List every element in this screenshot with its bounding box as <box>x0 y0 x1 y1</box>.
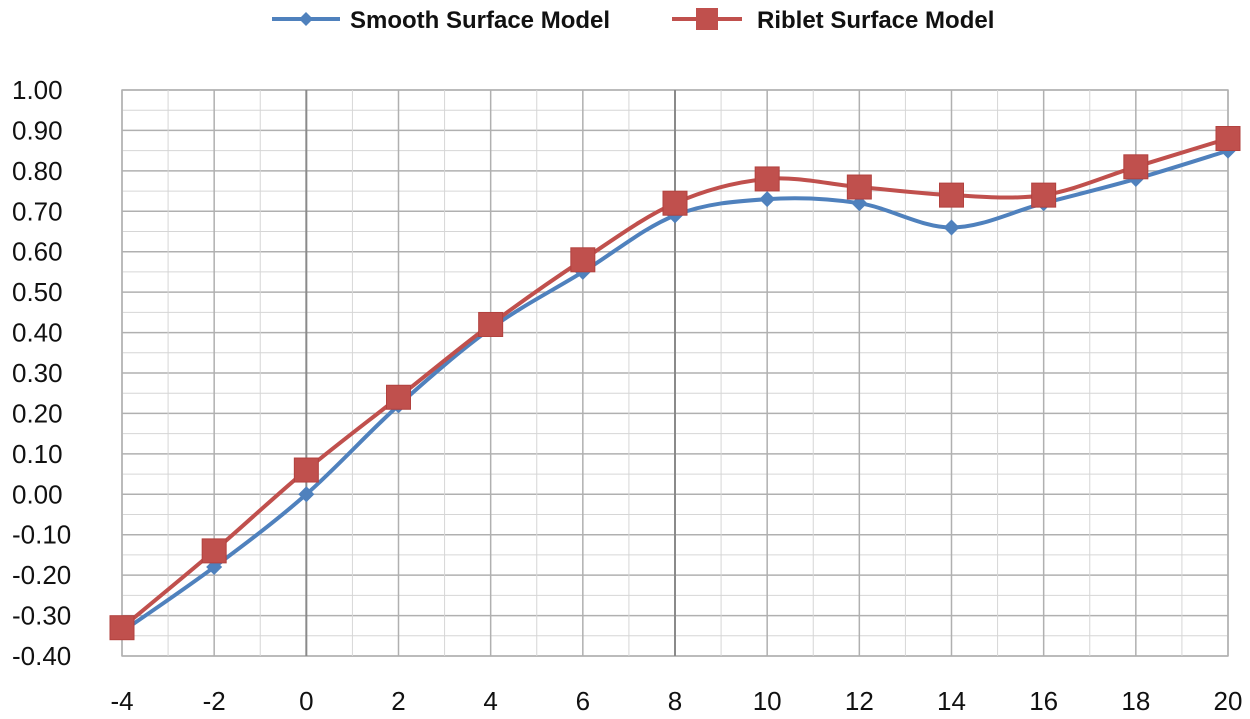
data-point-riblet <box>478 311 504 337</box>
x-tick-label: 2 <box>391 686 405 716</box>
x-tick-label: 0 <box>299 686 313 716</box>
legend-smooth-marker <box>299 12 313 26</box>
y-axis-ticks: -0.40 -0.30 -0.20 -0.10 0.00 0.10 0.20 0.30 0.40… <box>12 75 71 671</box>
x-tick-label: 20 <box>1214 686 1243 716</box>
x-tick-label: -2 <box>203 686 226 716</box>
y-tick-label: 0.60 <box>12 237 63 267</box>
data-point-smooth <box>759 191 776 208</box>
legend-riblet-label: Riblet Surface Model <box>757 7 994 34</box>
y-tick-label: 0.50 <box>12 277 63 307</box>
y-tick-label: 0.80 <box>12 156 63 186</box>
data-point-smooth <box>298 486 315 503</box>
data-point-riblet <box>109 615 135 641</box>
y-tick-label: 0.30 <box>12 358 63 388</box>
y-tick-label: -0.10 <box>12 520 71 550</box>
series-group <box>109 126 1241 641</box>
data-point-riblet <box>846 174 872 200</box>
x-tick-label: 6 <box>576 686 590 716</box>
y-tick-label: 1.00 <box>12 75 63 105</box>
x-tick-label: 8 <box>668 686 682 716</box>
data-point-riblet <box>293 457 319 483</box>
data-point-riblet <box>1215 126 1241 152</box>
x-axis-ticks: -4 -2 0 2 4 6 8 10 12 14 16 18 20 <box>110 686 1242 716</box>
data-point-riblet <box>754 166 780 192</box>
x-tick-label: 14 <box>937 686 966 716</box>
legend-item-smooth: Smooth Surface Model <box>272 7 610 34</box>
legend-item-riblet: Riblet Surface Model <box>672 7 994 34</box>
x-tick-label: 4 <box>483 686 497 716</box>
x-tick-label: -4 <box>110 686 133 716</box>
x-tick-label: 12 <box>845 686 874 716</box>
legend-riblet-marker <box>696 8 718 30</box>
grid <box>121 89 1229 657</box>
y-tick-label: -0.20 <box>12 560 71 590</box>
data-point-riblet <box>662 190 688 216</box>
legend: Smooth Surface Model Riblet Surface Mode… <box>272 7 994 34</box>
y-tick-label: -0.30 <box>12 601 71 631</box>
data-point-riblet <box>386 384 411 410</box>
y-tick-label: -0.40 <box>12 641 71 671</box>
x-tick-label: 18 <box>1121 686 1150 716</box>
data-point-riblet <box>1031 182 1057 208</box>
y-tick-label: 0.90 <box>12 115 63 145</box>
x-tick-label: 10 <box>753 686 782 716</box>
x-tick-label: 16 <box>1029 686 1058 716</box>
y-tick-label: 0.70 <box>12 196 63 226</box>
y-tick-label: 0.10 <box>12 439 63 469</box>
data-point-riblet <box>201 538 227 564</box>
legend-smooth-label: Smooth Surface Model <box>350 7 610 34</box>
y-tick-label: 0.40 <box>12 318 63 348</box>
y-tick-label: 0.00 <box>12 479 63 509</box>
y-tick-label: 0.20 <box>12 398 63 428</box>
data-point-riblet <box>1123 154 1149 180</box>
data-point-riblet <box>939 182 964 208</box>
data-point-smooth <box>943 219 960 236</box>
data-point-riblet <box>570 247 596 273</box>
